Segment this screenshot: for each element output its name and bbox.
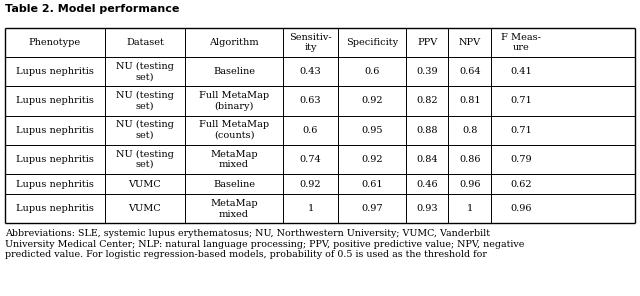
- Text: Baseline: Baseline: [213, 67, 255, 76]
- Text: Phenotype: Phenotype: [29, 38, 81, 47]
- Text: 1: 1: [307, 205, 314, 213]
- Text: 0.39: 0.39: [416, 67, 438, 76]
- Text: Full MetaMap
(counts): Full MetaMap (counts): [199, 120, 269, 140]
- Text: 0.71: 0.71: [510, 96, 532, 105]
- Text: 0.43: 0.43: [300, 67, 321, 76]
- Text: 0.96: 0.96: [459, 180, 481, 189]
- Text: 0.63: 0.63: [300, 96, 321, 105]
- Text: PPV: PPV: [417, 38, 437, 47]
- Text: 0.93: 0.93: [416, 205, 438, 213]
- Text: 0.88: 0.88: [416, 126, 438, 135]
- Text: Full MetaMap
(binary): Full MetaMap (binary): [199, 91, 269, 111]
- Text: 0.61: 0.61: [361, 180, 383, 189]
- Text: Lupus nephritis: Lupus nephritis: [16, 96, 94, 105]
- Text: 1: 1: [467, 205, 473, 213]
- Text: 0.6: 0.6: [303, 126, 318, 135]
- Text: NU (testing
set): NU (testing set): [116, 62, 174, 82]
- Text: 0.84: 0.84: [416, 155, 438, 164]
- Text: F Meas-
ure: F Meas- ure: [501, 33, 541, 52]
- Text: 0.64: 0.64: [459, 67, 481, 76]
- Text: 0.92: 0.92: [361, 155, 383, 164]
- Text: Specificity: Specificity: [346, 38, 398, 47]
- Text: Dataset: Dataset: [126, 38, 164, 47]
- Text: 0.6: 0.6: [364, 67, 380, 76]
- Text: VUMC: VUMC: [129, 180, 161, 189]
- Text: Algorithm: Algorithm: [209, 38, 259, 47]
- Text: 0.96: 0.96: [510, 205, 532, 213]
- Text: Lupus nephritis: Lupus nephritis: [16, 126, 94, 135]
- Text: NU (testing
set): NU (testing set): [116, 91, 174, 111]
- Text: 0.71: 0.71: [510, 126, 532, 135]
- Text: Lupus nephritis: Lupus nephritis: [16, 180, 94, 189]
- Text: 0.97: 0.97: [361, 205, 383, 213]
- Text: 0.86: 0.86: [459, 155, 481, 164]
- Text: Lupus nephritis: Lupus nephritis: [16, 67, 94, 76]
- Text: 0.62: 0.62: [510, 180, 532, 189]
- Text: 0.79: 0.79: [510, 155, 532, 164]
- Text: 0.41: 0.41: [510, 67, 532, 76]
- Text: 0.82: 0.82: [416, 96, 438, 105]
- Text: Sensitiv-
ity: Sensitiv- ity: [289, 33, 332, 52]
- Text: NU (testing
set): NU (testing set): [116, 120, 174, 140]
- Text: Abbreviations: SLE, systemic lupus erythematosus; NU, Northwestern University; V: Abbreviations: SLE, systemic lupus eryth…: [5, 229, 525, 259]
- Text: NPV: NPV: [459, 38, 481, 47]
- Text: Table 2. Model performance: Table 2. Model performance: [5, 4, 179, 15]
- Text: Lupus nephritis: Lupus nephritis: [16, 155, 94, 164]
- Text: 0.8: 0.8: [462, 126, 477, 135]
- Text: 0.95: 0.95: [361, 126, 383, 135]
- Text: MetaMap
mixed: MetaMap mixed: [210, 149, 258, 169]
- Text: 0.81: 0.81: [459, 96, 481, 105]
- Text: 0.74: 0.74: [300, 155, 321, 164]
- Text: NU (testing
set): NU (testing set): [116, 149, 174, 169]
- Text: Lupus nephritis: Lupus nephritis: [16, 205, 94, 213]
- Text: VUMC: VUMC: [129, 205, 161, 213]
- Text: 0.46: 0.46: [416, 180, 438, 189]
- Text: 0.92: 0.92: [300, 180, 321, 189]
- Text: Baseline: Baseline: [213, 180, 255, 189]
- Text: 0.92: 0.92: [361, 96, 383, 105]
- Text: MetaMap
mixed: MetaMap mixed: [210, 199, 258, 219]
